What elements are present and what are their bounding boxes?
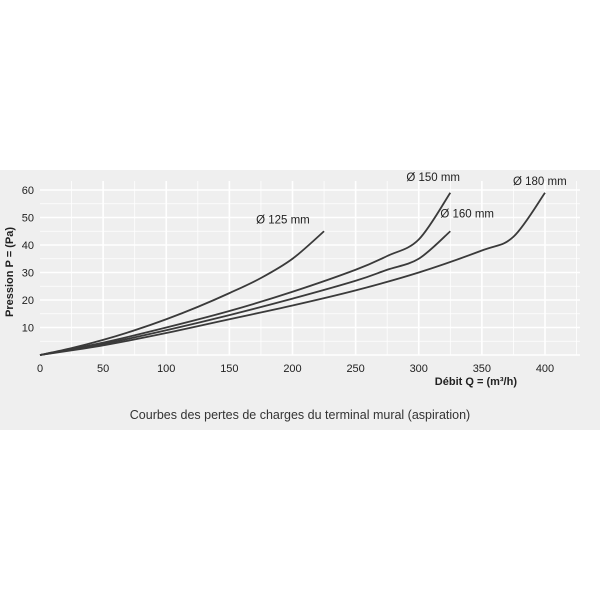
series-label: Ø 180 mm: [513, 176, 567, 188]
y-tick-label: 30: [22, 268, 34, 280]
series-labels: Ø 125 mm Ø 150 mm Ø 160 mm Ø 180 mm: [256, 172, 567, 227]
x-tick-label: 300: [410, 363, 428, 375]
x-tick-label: 100: [157, 363, 175, 375]
series-label: Ø 160 mm: [440, 208, 494, 220]
series-line: [39, 192, 546, 356]
x-tick-label: 200: [283, 363, 301, 375]
series-line: [39, 230, 451, 356]
y-tick-label: 40: [22, 240, 34, 252]
y-tick-label: 10: [22, 323, 34, 335]
series-line: [39, 230, 325, 356]
x-tick-label: 150: [220, 363, 238, 375]
grid: [40, 181, 580, 355]
series-lines: [39, 192, 546, 356]
x-axis-label: Débit Q = (m³/h): [435, 376, 518, 388]
y-tick-label: 20: [22, 295, 34, 307]
x-tick-label: 250: [346, 363, 364, 375]
x-tick-label: 400: [536, 363, 554, 375]
y-tick-label: 60: [22, 185, 34, 197]
chart-caption: Courbes des pertes de charges du termina…: [129, 408, 471, 422]
y-tick-label: 50: [22, 213, 34, 225]
y-axis-label: Pression P = (Pa): [4, 227, 16, 317]
x-tick-label: 50: [97, 363, 109, 375]
series-label: Ø 150 mm: [406, 172, 460, 184]
tick-labels: 0 50 100 150 200 250 300 350 400 10 20 30 40 50 60: [22, 185, 554, 375]
x-tick-label: 350: [473, 363, 491, 375]
series-line: [39, 192, 452, 356]
x-tick-label: 0: [37, 363, 43, 375]
series-label: Ø 125 mm: [256, 214, 310, 226]
